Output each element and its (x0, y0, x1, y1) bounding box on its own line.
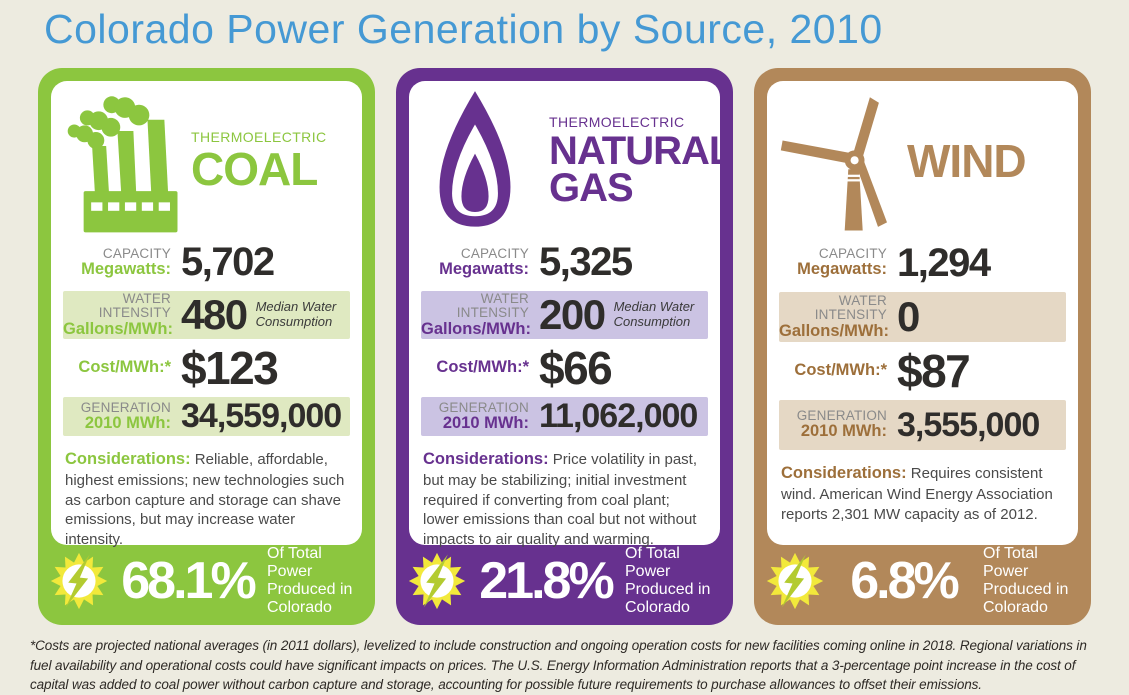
cost-row: Cost/MWh:* $123 (63, 342, 350, 394)
share-caption: Of Total Power Produced in Colorado (267, 545, 353, 616)
card-kicker: THERMOELECTRIC (549, 113, 685, 130)
considerations-text: Price volatility in past, but may be sta… (423, 451, 698, 549)
generation-row: GENERATION 2010 MWh: 34,559,000 (63, 397, 350, 436)
water-label: WATER INTENSITY (814, 293, 887, 323)
considerations-text: Reliable, affordable, highest emissions;… (65, 451, 345, 549)
card-natural-gas: THERMOELECTRIC NATURAL GAS CAPACITY Megawa… (396, 68, 733, 625)
card-coal-panel: THERMOELECTRIC COAL CAPACITY Megawatts: 5… (51, 81, 362, 548)
generation-row: GENERATION 2010 MWh: 3,555,000 (779, 400, 1066, 450)
cost-label: Cost/MWh:* (78, 358, 171, 377)
cost-footnote: *Costs are projected national averages (… (30, 638, 1087, 693)
source-cards: THERMOELECTRIC COAL CAPACITY Megawatts: 5… (38, 68, 1091, 625)
capacity-value: 5,325 (539, 240, 633, 284)
card-title: NATURAL GAS (549, 128, 733, 210)
capacity-value: 1,294 (897, 240, 991, 285)
generation-label: GENERATION (796, 408, 887, 424)
coal-plant-icon (63, 85, 189, 235)
share-percentage: 6.8% (850, 552, 960, 610)
capacity-row: CAPACITY Megawatts: 5,325 (421, 240, 708, 285)
water-intensity-row: WATER INTENSITY Gallons/MWh: 200 Median W… (421, 291, 708, 339)
gas-flame-icon (421, 85, 547, 235)
share-bar: 21.8% Of Total Power Produced in Colorado (396, 545, 733, 625)
cost-value: $123 (181, 342, 279, 394)
median-water-note: Median Water Consumption (255, 299, 337, 329)
water-label: WATER INTENSITY (98, 291, 171, 321)
generation-value: 3,555,000 (897, 405, 1040, 444)
card-wind-panel: WIND CAPACITY Megawatts: 1,294 WATER INTE… (767, 81, 1078, 545)
median-water-note: Median Water Consumption (613, 299, 695, 329)
considerations: Considerations: Price volatility in past… (423, 450, 698, 549)
cost-row: Cost/MWh:* $87 (779, 345, 1066, 397)
capacity-value: 5,702 (181, 240, 275, 284)
generation-row: GENERATION 2010 MWh: 11,062,000 (421, 397, 708, 436)
water-value: 0 (897, 293, 920, 340)
card-coal: THERMOELECTRIC COAL CAPACITY Megawatts: 5… (38, 68, 375, 625)
capacity-label: CAPACITY (102, 245, 171, 261)
generation-label: GENERATION (80, 399, 171, 415)
card-kicker: THERMOELECTRIC (191, 129, 327, 146)
cost-row: Cost/MWh:* $66 (421, 342, 708, 394)
generation-value: 11,062,000 (539, 397, 698, 435)
generation-label: GENERATION (438, 399, 529, 415)
energy-bolt-icon (766, 552, 824, 610)
capacity-label: CAPACITY (818, 246, 887, 262)
water-value: 480 (181, 291, 248, 338)
share-percentage: 21.8% (479, 552, 614, 610)
generation-value: 34,559,000 (181, 397, 342, 435)
share-bar: 68.1% Of Total Power Produced in Colorado (38, 545, 375, 625)
considerations: Considerations: Reliable, affordable, hi… (65, 450, 345, 549)
capacity-label: CAPACITY (460, 245, 529, 261)
card-gas-panel: THERMOELECTRIC NATURAL GAS CAPACITY Megawa… (409, 81, 733, 548)
capacity-row: CAPACITY Megawatts: 5,702 (63, 240, 350, 285)
water-intensity-row: WATER INTENSITY Gallons/MWh: 0 (779, 292, 1066, 342)
cost-label: Cost/MWh:* (436, 358, 529, 377)
water-label: WATER INTENSITY (456, 291, 529, 321)
cost-value: $87 (897, 345, 971, 397)
energy-bolt-icon (408, 552, 466, 610)
considerations-text: Requires consistent wind. American Wind … (781, 465, 1053, 523)
card-title: COAL (191, 143, 318, 196)
share-caption: Of Total Power Produced in Colorado (983, 545, 1069, 616)
cost-value: $66 (539, 342, 613, 394)
considerations: Considerations: Requires consistent wind… (781, 464, 1053, 523)
share-bar: 6.8% Of Total Power Produced in Colorado (754, 545, 1091, 625)
wind-turbine-icon (779, 85, 905, 235)
card-title: WIND (907, 135, 1027, 188)
share-percentage: 68.1% (121, 552, 256, 610)
card-wind: WIND CAPACITY Megawatts: 1,294 WATER INTE… (754, 68, 1091, 625)
water-intensity-row: WATER INTENSITY Gallons/MWh: 480 Median W… (63, 291, 350, 339)
page-title: Colorado Power Generation by Source, 201… (44, 6, 883, 52)
share-caption: Of Total Power Produced in Colorado (625, 545, 711, 616)
cost-label: Cost/MWh:* (794, 361, 887, 380)
capacity-row: CAPACITY Megawatts: 1,294 (779, 240, 1066, 286)
water-value: 200 (539, 291, 606, 338)
energy-bolt-icon (50, 552, 108, 610)
